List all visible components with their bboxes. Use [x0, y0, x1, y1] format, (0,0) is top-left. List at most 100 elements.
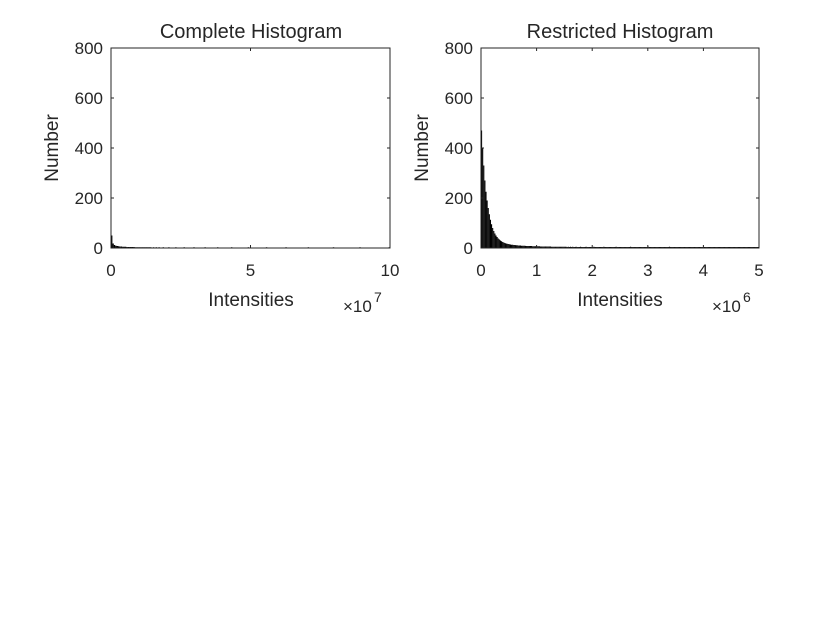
histogram-bar: [508, 244, 510, 248]
histogram-bar: [548, 246, 550, 248]
x-tick-label: 0: [476, 261, 485, 280]
histogram-bar: [501, 241, 503, 248]
histogram-bar: [499, 240, 502, 248]
x-tick-label: 0: [106, 261, 115, 280]
plot-area: [481, 48, 759, 248]
chart-title: Complete Histogram: [160, 21, 342, 43]
histogram-bar: [492, 228, 494, 248]
histogram-bar: [564, 246, 566, 248]
histogram-bar: [557, 246, 559, 248]
histogram-bar: [529, 246, 532, 248]
y-axis-label: Number: [42, 114, 63, 182]
histogram-bar: [544, 246, 546, 248]
histogram-bar: [603, 246, 605, 248]
histogram-bar: [549, 246, 552, 248]
histogram-bar: [575, 246, 577, 248]
histogram-bar: [498, 239, 500, 248]
histogram-bar: [124, 246, 127, 248]
histogram-bar: [546, 246, 548, 248]
x-tick-label: 1: [532, 261, 541, 280]
histogram-bar: [567, 246, 569, 248]
y-tick-marks: 0 200 400 600 800: [75, 39, 390, 258]
histogram-bar: [523, 245, 525, 248]
histogram-bar: [113, 245, 116, 248]
x-tick-label: 3: [643, 261, 652, 280]
histogram-bar: [484, 180, 486, 248]
histogram-bar: [516, 245, 518, 248]
y-tick-label: 400: [445, 139, 473, 158]
histogram-bar: [111, 235, 113, 248]
histogram-bar: [507, 244, 509, 248]
y-tick-label: 0: [464, 239, 473, 258]
histogram-bar: [585, 246, 587, 248]
histogram-bar: [112, 243, 114, 248]
histogram-bar: [504, 243, 506, 248]
histogram-bar: [526, 246, 528, 248]
x-tick-label: 4: [699, 261, 708, 280]
y-tick-label: 600: [445, 89, 473, 108]
histogram-bar: [541, 246, 543, 248]
histogram-bar: [531, 246, 533, 248]
histogram-bar: [514, 245, 516, 248]
histogram-bar: [579, 246, 582, 248]
histogram-bar: [527, 246, 529, 248]
histogram-bar: [485, 191, 487, 248]
histogram-bar: [572, 246, 574, 248]
histogram-bar: [534, 246, 536, 248]
histogram-bar: [553, 246, 555, 248]
histogram-bar: [497, 238, 499, 248]
histogram-bar: [483, 165, 485, 248]
x-exponent-base: ×10: [343, 297, 372, 316]
histogram-bar: [487, 208, 489, 248]
histogram-bar: [593, 246, 595, 248]
histogram-bar: [512, 244, 514, 248]
histogram-bar: [545, 246, 547, 248]
histogram-bar: [502, 242, 504, 248]
x-tick-label: 2: [587, 261, 596, 280]
histogram-bar: [488, 214, 490, 248]
y-tick-label: 200: [75, 189, 103, 208]
histogram-bar: [491, 224, 493, 248]
y-tick-label: 600: [75, 89, 103, 108]
y-tick-label: 800: [445, 39, 473, 58]
histogram-bar: [116, 246, 118, 248]
histogram-bar: [518, 245, 520, 248]
histogram-bar: [536, 246, 538, 248]
complete-histogram-panel: Complete Histogram 0 200 400 600 800 0 5 10 Nu…: [42, 21, 399, 316]
histogram-bar: [559, 246, 562, 248]
histogram-bar: [615, 246, 617, 248]
histogram-bar: [505, 243, 507, 248]
x-tick-label: 5: [246, 261, 255, 280]
y-tick-label: 800: [75, 39, 103, 58]
histogram-bar: [558, 246, 560, 248]
x-exponent-power: 6: [743, 289, 751, 305]
histogram-bar: [551, 246, 553, 248]
histogram-bar: [555, 246, 557, 248]
y-tick-label: 0: [94, 239, 103, 258]
chart-title: Restricted Histogram: [527, 21, 714, 43]
histogram-bar: [538, 246, 540, 248]
histogram-bar: [115, 245, 117, 248]
x-exponent-base: ×10: [712, 297, 741, 316]
histogram-bar: [554, 246, 556, 248]
histogram-bar: [496, 237, 498, 248]
histogram-bar: [515, 245, 517, 248]
histogram-bar: [563, 246, 565, 248]
x-axis-label: Intensities: [577, 290, 663, 311]
histogram-bar: [524, 245, 526, 248]
histogram-bar: [537, 246, 539, 248]
histogram-bar: [630, 246, 632, 248]
histogram-bar: [117, 246, 120, 248]
y-tick-label: 200: [445, 189, 473, 208]
histogram-bar: [547, 246, 549, 248]
histogram-bar: [123, 246, 125, 248]
histogram-bar: [533, 246, 535, 248]
histogram-bar: [517, 245, 519, 248]
y-tick-label: 400: [75, 139, 103, 158]
histogram-bar: [569, 246, 572, 248]
histogram-bar: [519, 245, 522, 248]
histogram-bar: [525, 246, 527, 248]
histogram-bar: [647, 246, 649, 248]
histogram-bar: [521, 245, 523, 248]
histogram-bar: [494, 233, 496, 248]
